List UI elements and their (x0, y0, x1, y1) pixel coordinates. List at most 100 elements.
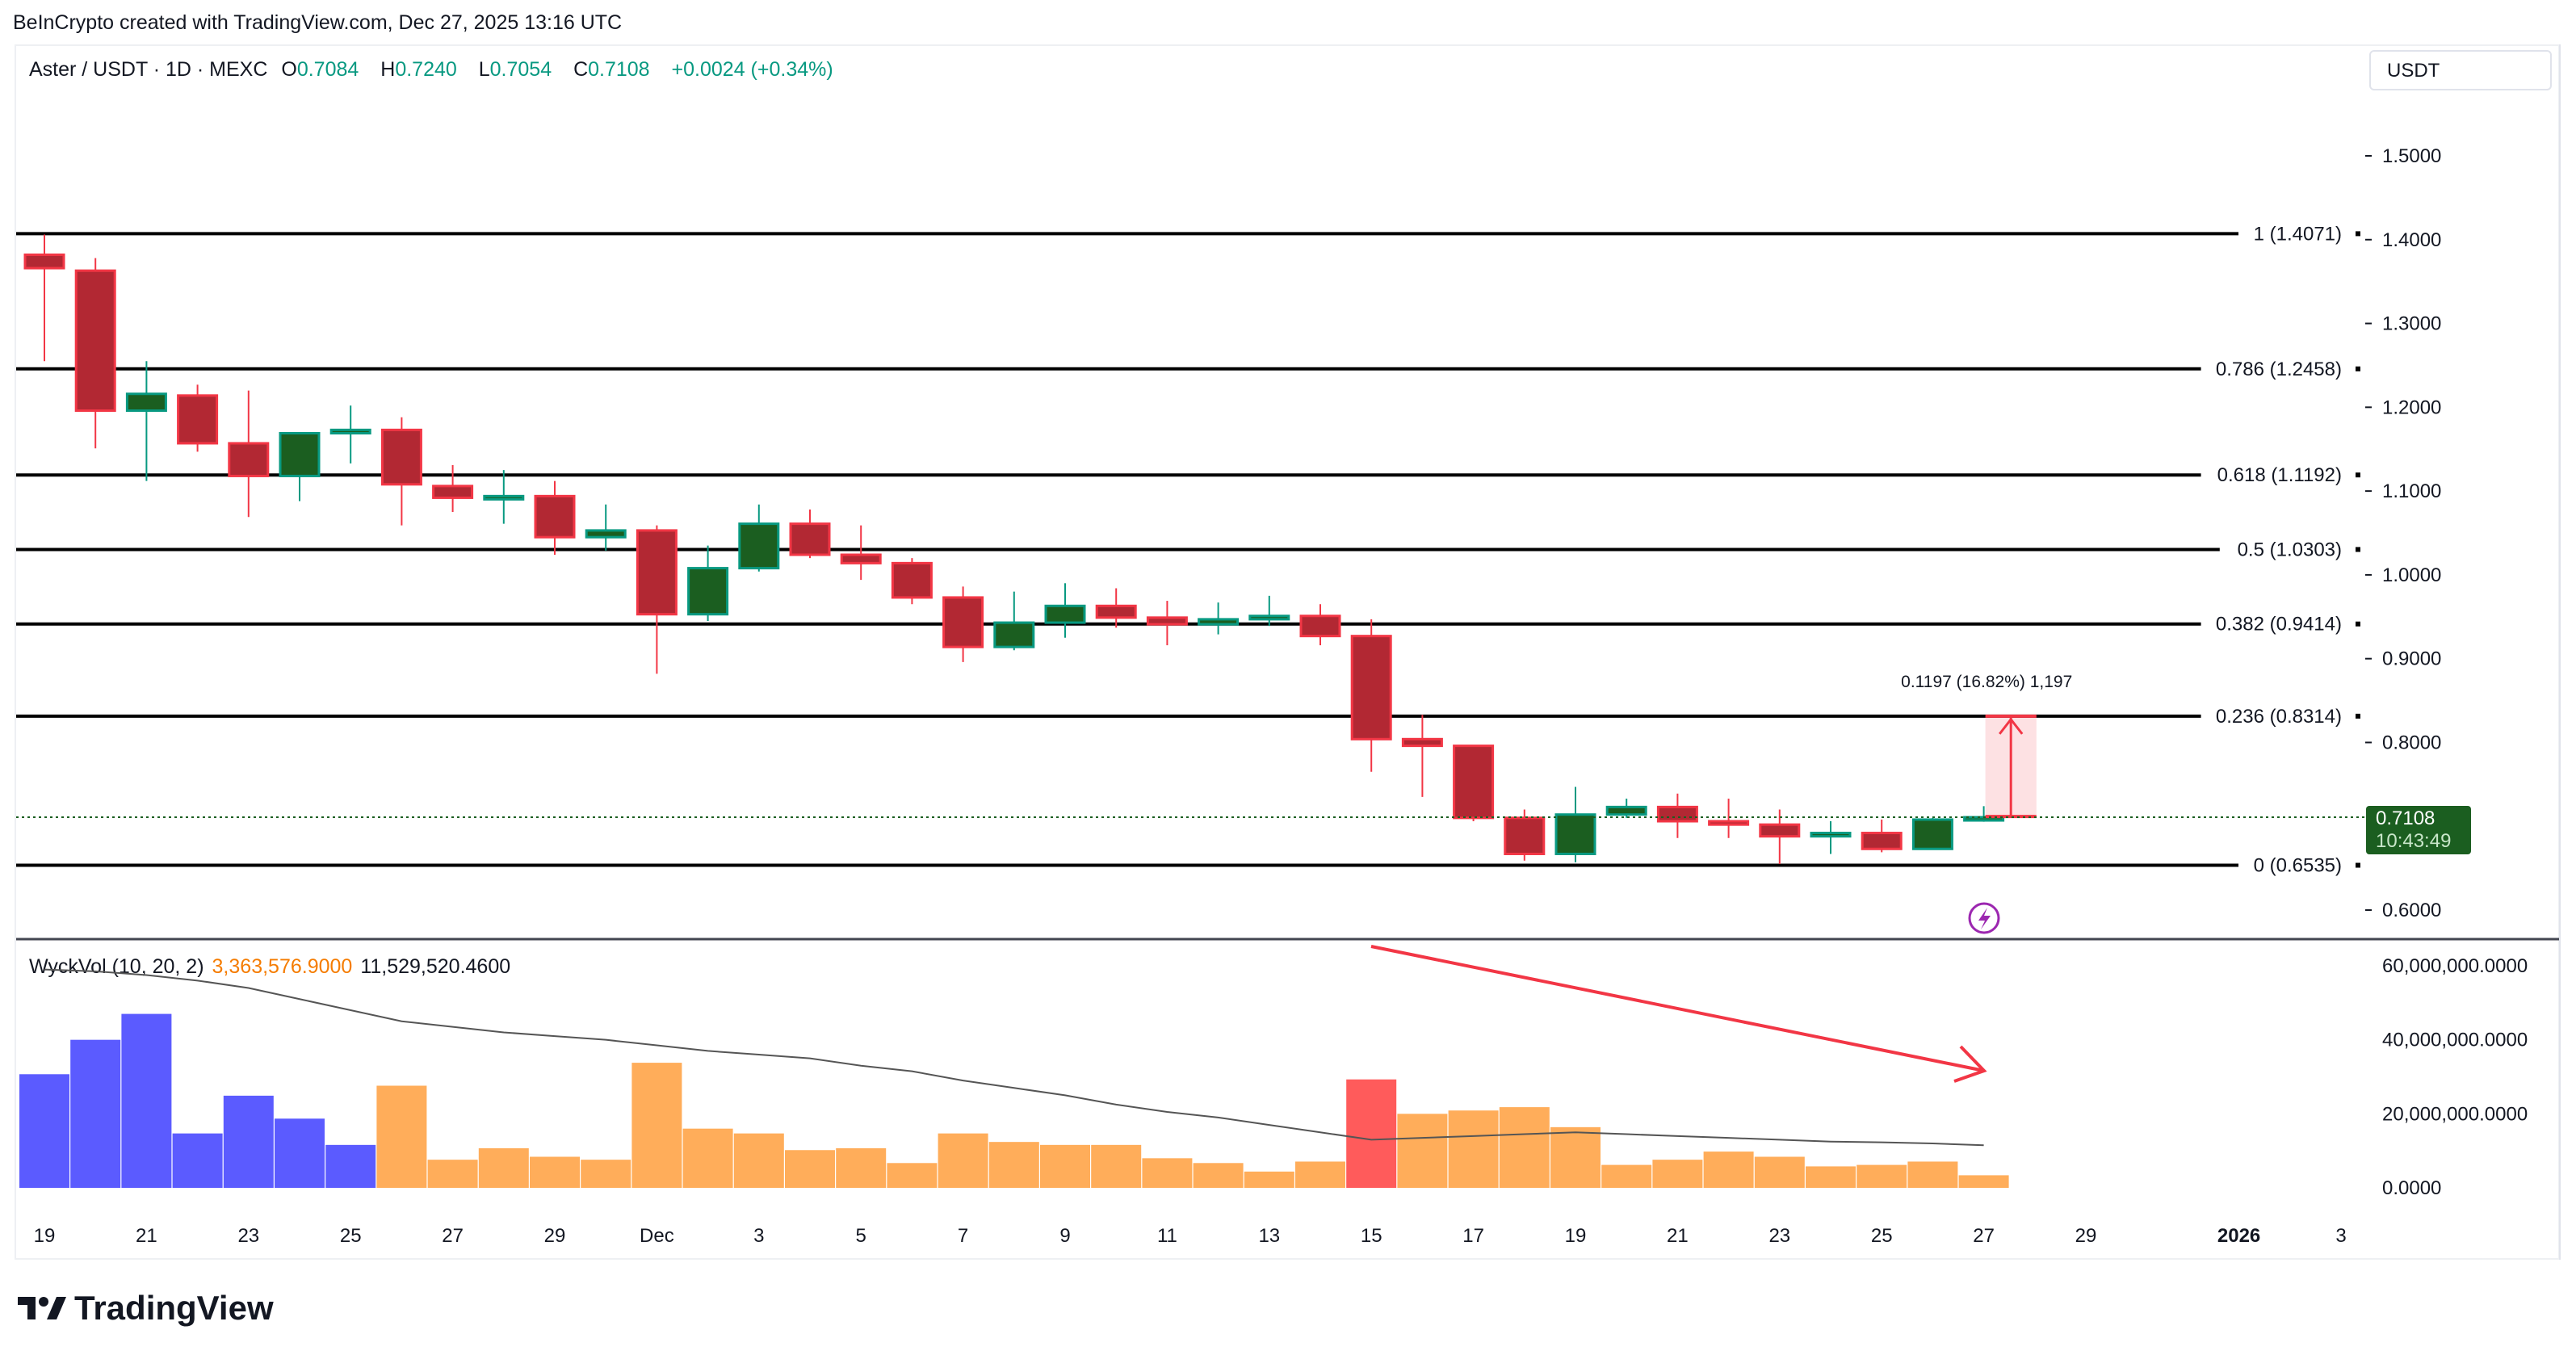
time-tick-label: 15 (1361, 1225, 1382, 1247)
fib-level-marker (2356, 621, 2360, 627)
volume-bar (1652, 1160, 1703, 1188)
fib-level-marker (2356, 231, 2360, 237)
volume-bar (530, 1156, 580, 1188)
candle-down (942, 596, 984, 648)
candle-down (1656, 805, 1698, 823)
volume-bar (1091, 1144, 1142, 1188)
bar-countdown: 10:43:49 (2376, 830, 2452, 852)
current-price-label: 0.7108 10:43:49 (2366, 806, 2471, 854)
candle-up (1911, 818, 1953, 850)
volume-bar (988, 1142, 1039, 1188)
open-value: 0.7084 (296, 58, 359, 81)
volume-bar (1806, 1166, 1856, 1188)
fib-level-marker (2356, 713, 2360, 719)
candle-down (380, 428, 422, 486)
time-tick-label: 23 (237, 1225, 259, 1247)
time-tick-label: 29 (544, 1225, 566, 1247)
candle-up (1044, 604, 1086, 624)
volume-indicator-name[interactable]: WyckVol (10, 20, 2) (29, 955, 204, 978)
symbol-legend: Aster / USDT · 1D · MEXC O0.7084 H0.7240… (29, 58, 841, 82)
candle-up (483, 494, 525, 501)
volume-bar (172, 1133, 223, 1188)
volume-tick-label: 20,000,000.0000 (2382, 1103, 2528, 1125)
currency-selector[interactable]: USDT (2369, 50, 2552, 90)
candle-down (74, 269, 116, 412)
price-tick-label: 0.8000 (2382, 732, 2441, 753)
volume-bar (938, 1133, 988, 1188)
candle-up (1198, 618, 1240, 626)
time-tick-label: 5 (856, 1225, 866, 1247)
time-tick-label: 11 (1157, 1225, 1177, 1247)
time-tick-label: 21 (136, 1225, 157, 1247)
volume-bar (325, 1144, 376, 1188)
candle-down (177, 394, 219, 445)
time-tick-label: Dec (640, 1225, 674, 1247)
volume-bar (427, 1160, 478, 1188)
time-tick-label: 27 (1973, 1225, 1995, 1247)
candle-down (840, 553, 882, 564)
candle-up (1554, 813, 1596, 855)
volume-bar (1550, 1126, 1601, 1188)
measure-arrowhead (1999, 717, 2024, 735)
volume-bar (1193, 1163, 1244, 1188)
volume-bar (1040, 1144, 1090, 1188)
volume-bar (1448, 1110, 1499, 1188)
candle-up (993, 621, 1035, 648)
fib-level-marker (2356, 472, 2360, 478)
price-tick-label: 0.6000 (2382, 900, 2441, 921)
high-value: 0.7240 (395, 58, 457, 81)
fib-level-label: 0.236 (0.8314) (2216, 706, 2342, 728)
candle-up (687, 567, 729, 616)
lightning-icon[interactable] (1968, 902, 2000, 934)
volume-legend: WyckVol (10, 20, 2) 3,363,576.9000 11,529,… (29, 955, 510, 979)
candle-down (636, 529, 678, 616)
volume-bar (1958, 1175, 2009, 1188)
chart-credit: BeInCrypto created with TradingView.com,… (13, 11, 623, 34)
candle-up (279, 432, 321, 477)
volume-bar (1499, 1107, 1550, 1188)
price-tick-label: 1.0000 (2382, 564, 2441, 586)
high-label: H (380, 58, 396, 81)
candle-down (1453, 745, 1495, 820)
fib-level-label: 0 (0.6535) (2254, 854, 2342, 876)
current-price-value: 0.7108 (2376, 808, 2435, 829)
fib-level-marker (2356, 547, 2360, 552)
price-tick-label: 1.4000 (2382, 229, 2441, 251)
volume-bar (121, 1013, 172, 1188)
volume-tick-label: 60,000,000.0000 (2382, 955, 2528, 977)
time-tick-label: 19 (34, 1225, 56, 1247)
symbol-name[interactable]: Aster / USDT · 1D · MEXC (29, 58, 268, 81)
volume-bar (631, 1063, 682, 1188)
volume-bar (1703, 1152, 1754, 1188)
time-tick-label: 19 (1565, 1225, 1587, 1247)
price-tick-label: 1.2000 (2382, 396, 2441, 418)
fib-level-marker (2356, 862, 2360, 868)
time-tick-label: 23 (1768, 1225, 1790, 1247)
candle-down (23, 253, 65, 270)
candle-down (1146, 616, 1188, 626)
candle-down (432, 485, 474, 499)
time-tick-label: 21 (1667, 1225, 1689, 1247)
volume-bar (1397, 1114, 1448, 1188)
open-label: O (281, 58, 297, 81)
volume-bar (1856, 1164, 1907, 1188)
tradingview-logo-text: TradingView (74, 1289, 274, 1327)
price-tick-label: 1.1000 (2382, 480, 2441, 502)
volume-axis[interactable]: 60,000,000.0000 40,000,000.0000 20,000,000… (2382, 955, 2528, 1199)
price-axis[interactable]: 1.5000 1.4000 1.3000 1.2000 1.1000 1.0000 0.90… (2365, 145, 2441, 921)
change-value: +0.0024 (+0.34%) (671, 58, 833, 81)
time-axis[interactable]: 19 21 23 25 27 29 Dec 3 5 7 9 11 13 15 17 19 21 23 25 27 29 2… (34, 1225, 2347, 1247)
candle-down (1504, 816, 1546, 855)
candle-down (1401, 737, 1443, 748)
tradingview-logo[interactable]: TradingView (18, 1289, 274, 1328)
price-tick-label: 1.3000 (2382, 313, 2441, 335)
candle-up (1810, 832, 1852, 838)
fib-level-label: 0.786 (1.2458) (2216, 359, 2342, 380)
candle-down (1759, 823, 1801, 838)
candle-down (891, 561, 933, 599)
volume-trend-arrow (1370, 945, 1987, 1083)
volume-value-1: 3,363,576.9000 (212, 955, 353, 978)
fib-level-label: 0.382 (0.9414) (2216, 614, 2342, 636)
volume-bar (1142, 1158, 1193, 1188)
